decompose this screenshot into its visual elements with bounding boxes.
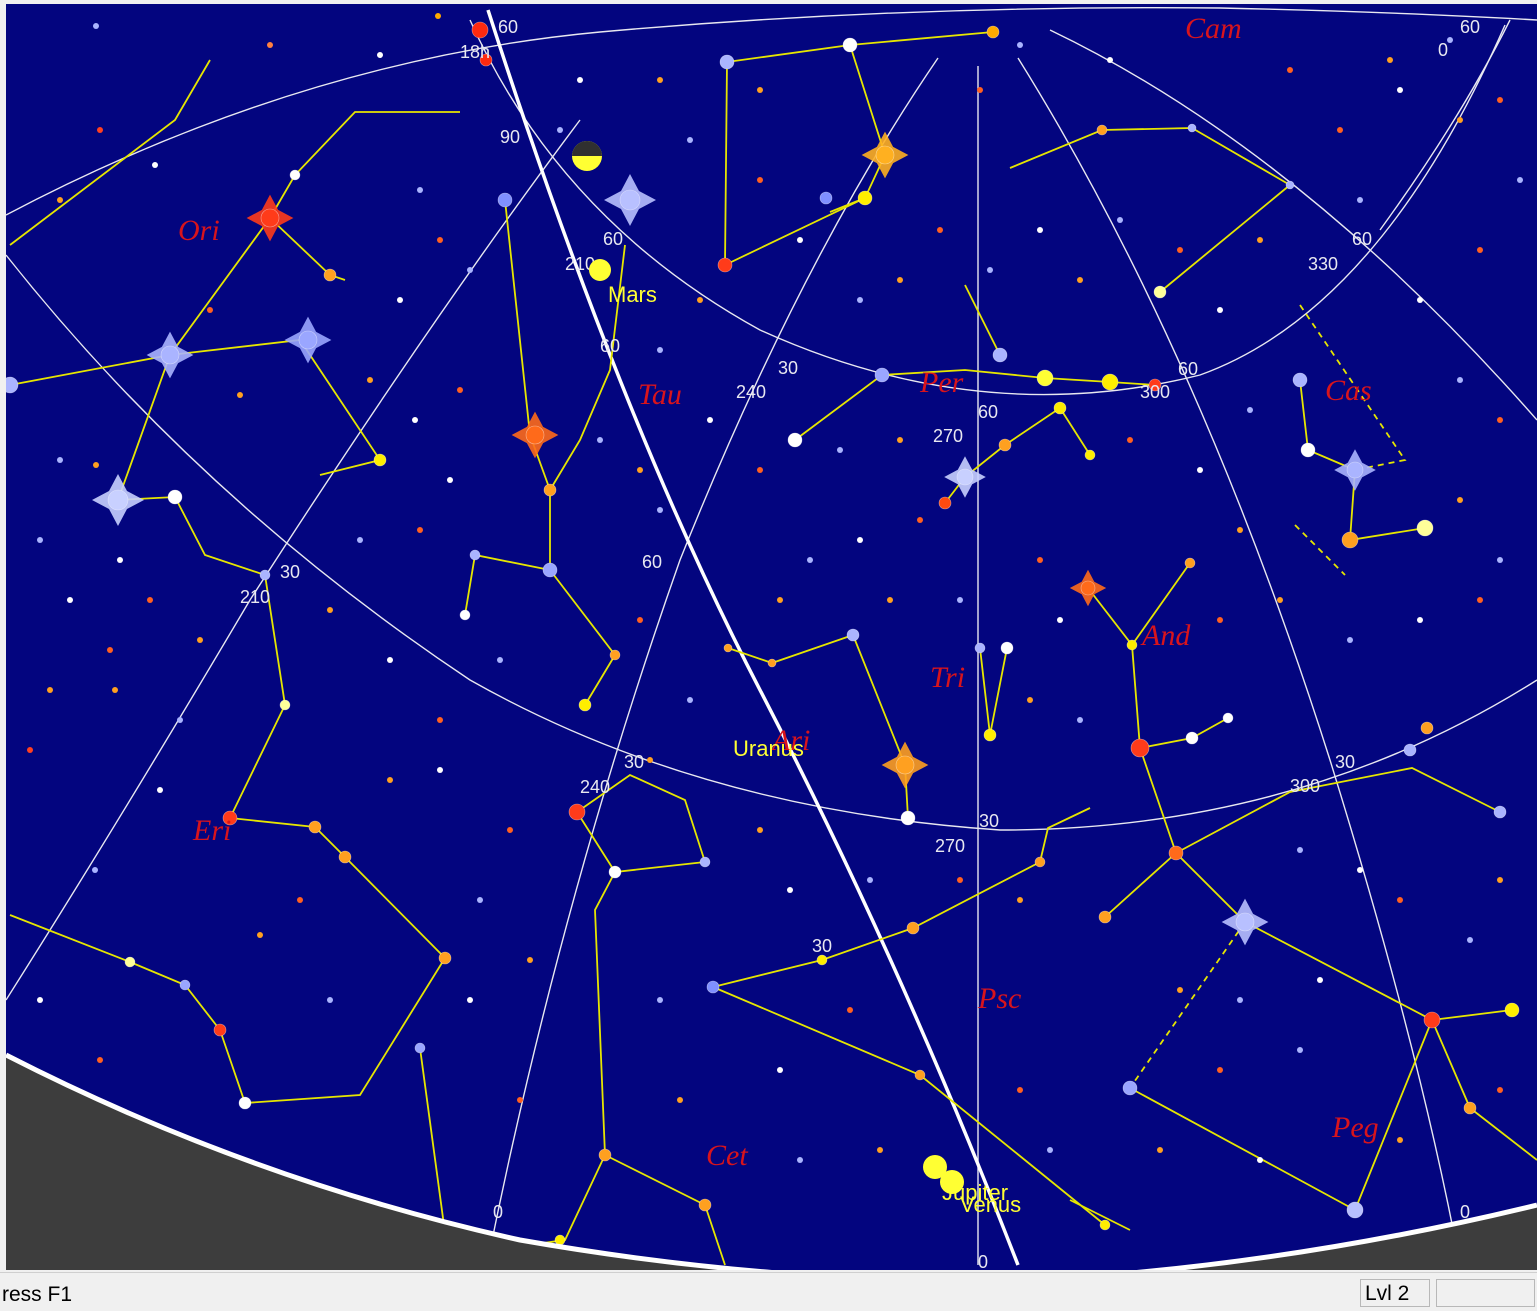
grid-label: 60 [1460, 17, 1480, 37]
grid-label: 300 [1140, 382, 1170, 402]
grid-label: 90 [500, 127, 520, 147]
grid-label: 210 [240, 587, 270, 607]
horizon-line [6, 1052, 1537, 1270]
status-text: ress F1 [2, 1283, 73, 1306]
grid-label: 30 [1335, 752, 1355, 772]
grid-label: 270 [935, 836, 965, 856]
planet-label: Venus [960, 1192, 1021, 1217]
moon-icon[interactable] [572, 141, 602, 171]
planet-label: Mars [608, 282, 657, 307]
stars [6, 13, 1523, 1262]
constellation-lines [9, 31, 1537, 1266]
grid-label: 30 [280, 562, 300, 582]
constellation-label-tri: Tri [930, 661, 965, 694]
horizon-ground [6, 1055, 1537, 1270]
planet-label: Uranus [733, 736, 804, 761]
grid-label: 60 [1178, 359, 1198, 379]
constellation-label-cas: Cas [1325, 374, 1372, 407]
grid-label: 300 [1290, 776, 1320, 796]
grid-labels: 6018h90602106024030300603306006027060302… [240, 17, 1480, 1270]
grid-label: 18h [460, 42, 490, 62]
grid-label: 0 [1460, 1202, 1470, 1222]
grid-label: 30 [778, 358, 798, 378]
grid-label: 30 [624, 752, 644, 772]
grid-label: 60 [978, 402, 998, 422]
status-bar: ress F1 Lvl 2 [0, 1272, 1537, 1311]
grid-label: 60 [498, 17, 518, 37]
grid-label: 60 [603, 229, 623, 249]
grid-label: 60 [1352, 229, 1372, 249]
coordinate-grid [6, 7, 1537, 1266]
grid-label: 270 [933, 426, 963, 446]
planet-mars[interactable]: Mars [589, 259, 657, 307]
constellation-labels: CamOriTauPerCasAndTriAriEriPscCetPegFor [154, 12, 1379, 1210]
constellation-label-tau: Tau [638, 378, 682, 411]
constellation-label-cam: Cam [1185, 12, 1242, 45]
constellation-label-ori: Ori [178, 214, 220, 247]
constellation-label-eri: Eri [192, 814, 231, 847]
status-extra-panel [1436, 1279, 1535, 1307]
constellation-label-per: Per [919, 366, 964, 399]
ecliptic-line [486, 9, 1020, 1266]
constellation-label-cet: Cet [706, 1139, 748, 1172]
grid-label: 240 [736, 382, 766, 402]
grid-label: 0 [1438, 40, 1448, 60]
grid-label: 60 [642, 552, 662, 572]
grid-label: 30 [979, 811, 999, 831]
grid-label: 240 [580, 777, 610, 797]
constellation-label-psc: Psc [977, 982, 1021, 1015]
planet-uranus[interactable]: Uranus [733, 736, 804, 761]
grid-label: 0 [493, 1202, 503, 1222]
grid-label: 60 [600, 336, 620, 356]
grid-label: 330 [1308, 254, 1338, 274]
constellation-label-peg: Peg [1331, 1111, 1379, 1144]
sky-chart[interactable]: 6018h90602106024030300603306006027060302… [6, 4, 1537, 1270]
constellation-label-and: And [1140, 619, 1191, 652]
constellation-label-ari: Ari [770, 724, 810, 757]
status-level-panel: Lvl 2 [1360, 1279, 1430, 1307]
grid-label: 210 [565, 254, 595, 274]
sky-chart-canvas[interactable]: 60 18h 90 60 210 60 240 30 300 60 330 60 0 60 270 60 30 2… [6, 4, 1537, 1270]
grid-label: 30 [812, 936, 832, 956]
planet-venus[interactable]: Venus [940, 1170, 1021, 1217]
grid-label: 0 [978, 1252, 988, 1270]
